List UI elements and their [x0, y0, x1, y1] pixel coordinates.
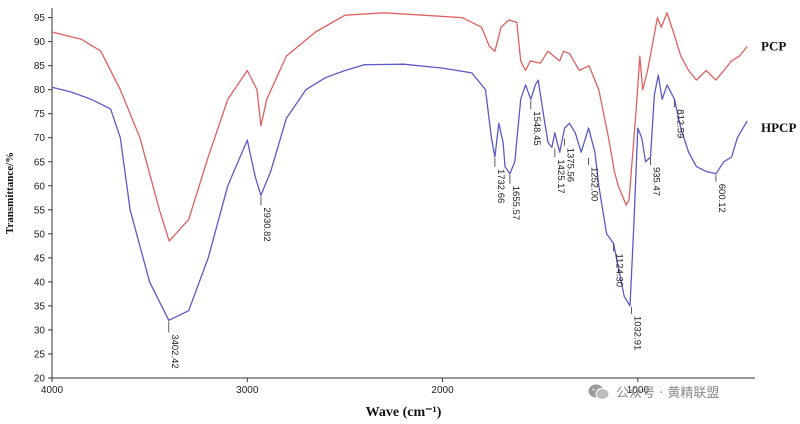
peak-label: 1425.17: [555, 159, 566, 193]
y-tick-label: 45: [34, 253, 46, 264]
y-tick-label: 25: [34, 349, 46, 360]
series-line-pcp: [51, 12, 748, 242]
y-tick-label: 85: [34, 61, 46, 72]
y-tick-label: 75: [34, 109, 46, 120]
y-tick-label: 95: [34, 13, 46, 24]
peak-label: 812.59: [675, 109, 686, 138]
watermark-text: 公众号 · 黄精联盟: [616, 386, 720, 401]
y-tick-label: 90: [34, 37, 46, 48]
y-tick-label: 30: [34, 325, 46, 336]
y-tick-label: 35: [34, 301, 46, 312]
peak-annotations: 3402.42 2930.82 1732.66 1655.57 1548.45 1425.…: [168, 100, 727, 369]
peak-label: 1032.91: [632, 316, 643, 350]
y-tick-label: 80: [34, 85, 46, 96]
peak-label: 1124.30: [614, 253, 625, 287]
y-tick-label: 50: [34, 229, 46, 240]
y-tick-label: 20: [34, 374, 46, 385]
series-labels: PCP HPCP: [761, 38, 796, 135]
peak-label: 3402.42: [169, 334, 180, 368]
axes: 20 25 30 35 40 45 50 55 60 65 70 75 80 85 90 95 4000 3000…: [34, 8, 755, 396]
y-tick-label: 40: [34, 277, 46, 288]
series-label-pcp: PCP: [761, 38, 786, 53]
peak-label: 600.12: [716, 184, 727, 213]
x-tick-label: 1000: [627, 385, 650, 396]
watermark: 公众号 · 黄精联盟: [588, 382, 719, 401]
peak-label: 935.47: [651, 167, 662, 196]
x-axis-title: Wave (cm⁻¹): [366, 405, 442, 420]
wechat-bubbles-icon: [588, 383, 610, 401]
series-line-hpcp: [51, 63, 748, 321]
series-label-hpcp: HPCP: [761, 120, 796, 135]
peak-label: 1548.45: [531, 111, 542, 145]
peak-label: 2930.82: [261, 207, 272, 241]
x-tick-label: 4000: [41, 385, 64, 396]
y-tick-label: 65: [34, 157, 46, 168]
peak-label: 1732.66: [495, 169, 506, 203]
peak-label: 1655.57: [510, 186, 521, 220]
y-tick-label: 60: [34, 181, 46, 192]
x-tick-label: 3000: [236, 385, 259, 396]
x-tick-label: 2000: [431, 385, 454, 396]
y-axis-title: Transmittance/%: [4, 152, 16, 234]
y-tick-label: 70: [34, 133, 46, 144]
series-lines: [51, 12, 748, 321]
y-tick-label: 55: [34, 205, 46, 216]
peak-label: 1375.56: [565, 148, 576, 182]
peak-label: 1252.00: [589, 167, 600, 201]
